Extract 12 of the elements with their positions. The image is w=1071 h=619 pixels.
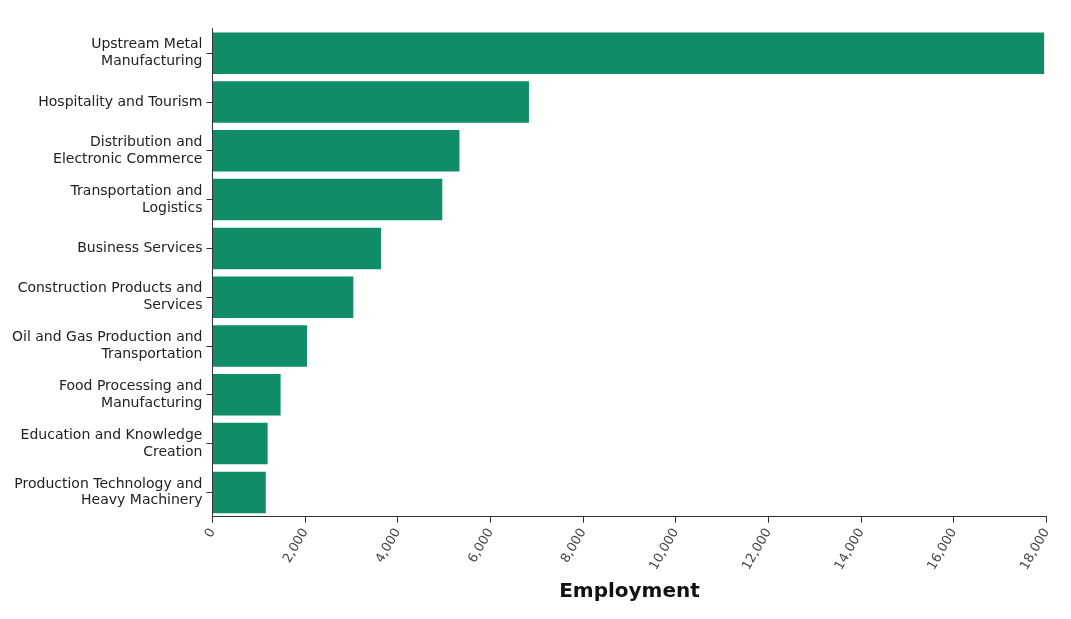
y-tick-label: Food Processing and Manufacturing bbox=[58, 377, 203, 410]
x-axis-title: Employment bbox=[559, 578, 701, 603]
y-tick-label: Production Technology and Heavy Machinery bbox=[14, 474, 203, 508]
y-tick-label: Upstream Metal Manufacturing bbox=[91, 35, 203, 69]
y-tick-label: Transportation and Logistics bbox=[69, 181, 203, 215]
y-tick-label: Business Services bbox=[77, 239, 203, 256]
y-tick-label: Hospitality and Tourism bbox=[38, 92, 203, 109]
y-tick-label: Distribution and Electronic Commerce bbox=[53, 133, 203, 166]
x-tick-label: 0 bbox=[200, 525, 218, 541]
y-tick-label: Oil and Gas Production and Transportation bbox=[12, 328, 203, 362]
y-tick-label: Education and Knowledge Creation bbox=[20, 425, 203, 459]
y-tick-label: Construction Products and Services bbox=[17, 279, 203, 313]
